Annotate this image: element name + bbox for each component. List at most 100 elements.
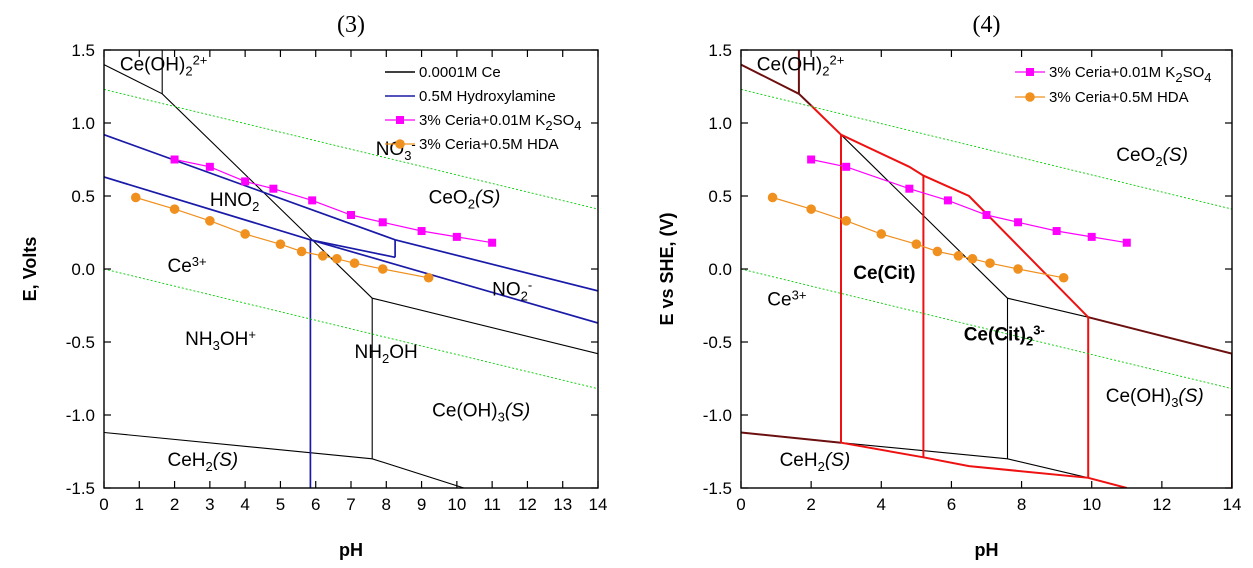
boundary-dark-line — [1087, 316, 1232, 355]
boundary-ce-line — [104, 431, 465, 488]
boundary-ce-line — [840, 442, 1089, 479]
boundary-water-line — [741, 88, 1232, 210]
data-point — [240, 229, 250, 239]
y-tick-label: -0.5 — [703, 333, 732, 352]
boundary-water-line — [104, 268, 598, 390]
chart-1: (3) Ce(OH)22+ NO3- HNO2 CeO2(S) Ce3+ NO2- NH3OH… — [20, 12, 607, 560]
data-point — [205, 162, 214, 171]
data-point — [205, 216, 215, 226]
y-tick-label: -1.0 — [703, 406, 732, 425]
x-tick-label: 1 — [135, 495, 144, 514]
data-point — [169, 204, 180, 214]
x-axis-label: pH — [339, 540, 363, 560]
boundary-dark-line — [741, 431, 842, 444]
data-point — [417, 227, 426, 236]
region-label: Ce3+ — [168, 254, 207, 277]
region-label: Ce(OH)22+ — [120, 53, 208, 78]
legend-label: 0.5M Hydroxylamine — [419, 88, 556, 105]
data-point — [967, 253, 978, 264]
data-point — [985, 258, 995, 268]
x-tick-label: 5 — [276, 495, 285, 514]
data-point — [806, 204, 816, 214]
region-label: Ce(OH)3(S) — [1106, 386, 1204, 410]
data-point — [982, 210, 991, 219]
x-tick-label: 12 — [1152, 495, 1171, 514]
plot-area — [741, 50, 1232, 488]
x-tick-label: 8 — [382, 495, 391, 514]
region-label: HNO2 — [210, 190, 259, 214]
x-tick-label: 3 — [205, 495, 214, 514]
data-point — [905, 184, 914, 193]
data-point — [349, 258, 360, 268]
x-tick-label: 9 — [417, 495, 426, 514]
y-tick-label: -1.5 — [703, 479, 732, 498]
y-tick-label: 0.0 — [708, 260, 732, 279]
data-point — [130, 192, 141, 203]
data-point — [452, 232, 461, 241]
x-tick-label: 6 — [947, 495, 956, 514]
y-tick-label: 1.0 — [708, 114, 732, 133]
data-point — [953, 251, 964, 261]
data-point — [488, 238, 497, 247]
data-point — [1014, 218, 1023, 227]
x-tick-label: 2 — [806, 495, 815, 514]
y-tick-label: -1.5 — [66, 479, 95, 498]
region-label: CeO2(S) — [429, 187, 501, 211]
data-point — [170, 155, 179, 164]
x-tick-label: 6 — [311, 495, 320, 514]
x-tick-label: 14 — [589, 495, 608, 514]
legend-marker — [395, 139, 405, 149]
region-label: NH3OH+ — [185, 327, 256, 352]
data-point — [308, 196, 317, 205]
data-point — [269, 184, 278, 193]
data-point — [807, 155, 816, 164]
y-tick-label: 0.5 — [71, 187, 95, 206]
x-tick-label: 0 — [736, 495, 745, 514]
x-tick-label: 10 — [447, 495, 466, 514]
data-point — [296, 246, 307, 257]
x-tick-label: 11 — [483, 495, 501, 514]
data-point — [1058, 272, 1069, 283]
region-label: NO3- — [376, 137, 416, 162]
legend-label: 3% Ceria+0.01M K2SO4 — [419, 112, 581, 133]
y-tick-label: 0.0 — [71, 260, 95, 279]
x-tick-label: 14 — [1223, 495, 1242, 514]
region-label: Ce(OH)22+ — [757, 53, 845, 78]
region-label: Ce(Cit)23- — [964, 323, 1045, 348]
series-line — [174, 158, 493, 244]
x-tick-label: 8 — [1017, 495, 1026, 514]
x-tick-label: 0 — [99, 495, 108, 514]
chart-title: (4) — [973, 12, 1001, 38]
data-point — [767, 192, 778, 203]
data-point — [423, 272, 434, 283]
region-label: Ce(OH)3(S) — [432, 400, 530, 424]
legend-label: 3% Ceria+0.01M K2SO4 — [1049, 64, 1211, 85]
y-tick-label: 1.5 — [708, 41, 732, 60]
boundary-hydroxylamine-line — [310, 238, 396, 259]
x-axis-label: pH — [975, 540, 999, 560]
boundary-ce-line — [104, 64, 598, 355]
chart-2: (4) Ce(OH)22+ CeO2(S) Ce(Cit) Ce3+ Ce(Cit)23-… — [657, 12, 1241, 560]
y-tick-label: 1.0 — [71, 114, 95, 133]
boundary-water-line — [104, 88, 598, 210]
y-axis-label: E, Volts — [20, 237, 40, 302]
legend-marker — [396, 116, 404, 124]
legend-label: 0.0001M Ce — [419, 64, 501, 81]
legend-label: 3% Ceria+0.5M HDA — [1049, 89, 1189, 106]
y-tick-label: -1.0 — [66, 406, 95, 425]
x-tick-label: 10 — [1082, 495, 1101, 514]
y-axis-label: E vs SHE, (V) — [657, 212, 677, 325]
data-point — [943, 196, 952, 205]
x-tick-label: 7 — [346, 495, 355, 514]
data-point — [932, 246, 943, 257]
region-label: NH2OH — [355, 342, 418, 366]
x-tick-label: 2 — [170, 495, 179, 514]
y-tick-label: 0.5 — [708, 187, 732, 206]
data-point — [1122, 238, 1131, 247]
legend-marker — [1026, 68, 1034, 76]
region-label: CeH2(S) — [780, 450, 851, 474]
data-point — [911, 239, 922, 249]
y-tick-label: 1.5 — [71, 41, 95, 60]
data-point — [1052, 227, 1061, 236]
data-point — [275, 239, 286, 249]
